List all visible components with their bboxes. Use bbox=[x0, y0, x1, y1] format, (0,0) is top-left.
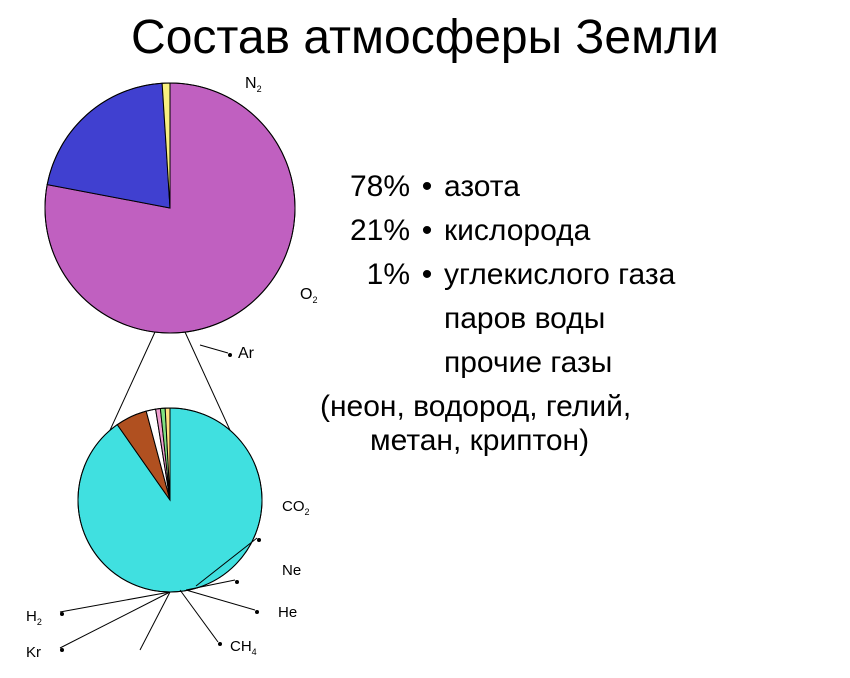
chart-axis-label: N2 bbox=[245, 75, 262, 94]
legend-bullet: • bbox=[420, 170, 444, 204]
legend-note-line1: (неон, водород, гелий, bbox=[320, 390, 840, 424]
callout-line bbox=[186, 590, 255, 610]
legend-row: паров воды bbox=[320, 302, 840, 336]
legend-text: азота bbox=[444, 170, 840, 204]
label-dot bbox=[218, 642, 222, 646]
label-dot bbox=[255, 610, 259, 614]
legend-bullet: • bbox=[420, 258, 444, 292]
callout-line bbox=[200, 345, 228, 353]
legend-text: прочие газы bbox=[444, 346, 840, 380]
legend-text: паров воды bbox=[444, 302, 840, 336]
chart-axis-label: CH4 bbox=[230, 638, 257, 657]
chart-axis-label: H2 bbox=[26, 608, 42, 627]
chart-axis-label: Ar bbox=[238, 345, 254, 363]
legend-percent: 21% bbox=[320, 214, 420, 248]
chart-axis-label: Ne bbox=[282, 562, 301, 579]
legend-bullet: • bbox=[420, 214, 444, 248]
label-dot bbox=[60, 648, 64, 652]
legend-text: кислорода bbox=[444, 214, 840, 248]
legend-percent: 1% bbox=[320, 258, 420, 292]
callout-line bbox=[60, 592, 170, 648]
label-dot bbox=[235, 580, 239, 584]
legend-row: прочие газы bbox=[320, 346, 840, 380]
chart-axis-label: CO2 bbox=[282, 498, 310, 517]
label-dot bbox=[60, 612, 64, 616]
chart-axis-label: Kr bbox=[26, 644, 41, 661]
callout-line bbox=[60, 592, 170, 612]
label-dot bbox=[228, 353, 232, 357]
chart-axis-label: O2 bbox=[300, 286, 317, 305]
legend-row: 78%•азота bbox=[320, 170, 840, 204]
label-dot bbox=[257, 538, 261, 542]
legend-row: 21%•кислорода bbox=[320, 214, 840, 248]
legend: 78%•азота21%•кислорода1%•углекислого газ… bbox=[320, 170, 840, 458]
callout-line bbox=[140, 592, 170, 650]
legend-percent: 78% bbox=[320, 170, 420, 204]
legend-note-line2: метан, криптон) bbox=[320, 424, 840, 458]
legend-text: углекислого газа bbox=[444, 258, 840, 292]
chart-axis-label: He bbox=[278, 604, 297, 621]
legend-row: 1%•углекислого газа bbox=[320, 258, 840, 292]
